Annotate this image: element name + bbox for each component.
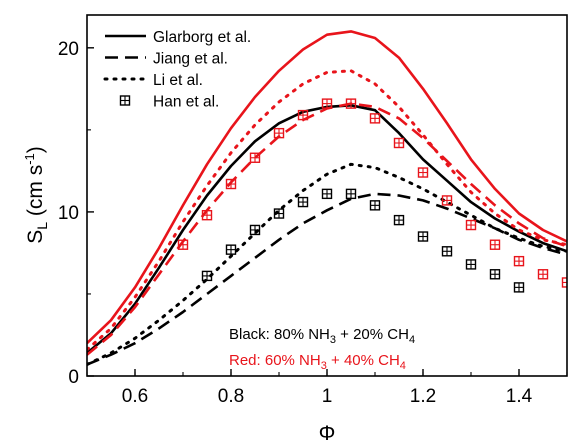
legend-label: Jiang et al. (153, 51, 228, 68)
y-axis-label-unit: (cm s (24, 165, 47, 222)
annotation-black-prefix: Black: 80% NH (229, 326, 330, 343)
han-marker-black-marker-7 (371, 201, 380, 210)
han-marker-black-marker-8 (395, 216, 404, 225)
legend-label: Glarborg et al. (153, 29, 251, 46)
han-marker-red-marker-13 (491, 240, 500, 249)
han-marker-black-marker-3 (275, 209, 284, 218)
y-tick-label: 10 (58, 203, 79, 224)
han-marker-black-marker-11 (467, 260, 476, 269)
y-axis-label-unit-sup: -1 (22, 153, 37, 165)
han-marker-red-marker-4 (275, 129, 284, 138)
han-marker-red-marker-14 (515, 257, 524, 266)
legend: Glarborg et al. Jiang et al. Li et al. Han … (105, 29, 251, 111)
y-axis-label-unit-close: ) (24, 146, 47, 153)
y-axis-label: SL (cm s-1) (22, 146, 50, 244)
han-marker-black-marker-5 (323, 189, 332, 198)
annotation-red-prefix: Red: 60% NH (229, 352, 321, 369)
han-marker-red-marker-15 (539, 270, 548, 279)
annotation-red: Red: 60% NH3 + 40% CH4 (229, 352, 406, 372)
y-tick-label: 0 (68, 367, 79, 388)
han-marker-red-marker-16 (563, 278, 569, 287)
y-axis-label-sub: L (34, 222, 50, 230)
x-tick-label: 0.6 (122, 386, 148, 407)
annotation-red-mid: + 40% CH (327, 352, 400, 369)
han-marker-black-marker-4 (299, 198, 308, 207)
x-axis-label: Φ (319, 422, 336, 444)
han-marker-black-marker-2 (251, 225, 260, 234)
han-marker-black-marker-13 (515, 283, 524, 292)
han-marker-black-marker-6 (347, 189, 356, 198)
y-tick-label: 20 (58, 39, 79, 60)
x-tick-label: 1.2 (410, 386, 436, 407)
legend-entry-3: Han et al. (121, 94, 220, 111)
han-marker-black-marker-9 (419, 232, 428, 241)
han-marker-black-marker-12 (491, 270, 500, 279)
han-marker-black-marker-10 (443, 247, 452, 256)
legend-entry-0: Glarborg et al. (105, 29, 251, 46)
han-marker-red-marker-9 (395, 138, 404, 147)
annotation-black-sub2: 4 (409, 334, 415, 346)
han-marker-red-marker-10 (419, 168, 428, 177)
y-axis-label-main: S (24, 230, 47, 244)
annotation-black: Black: 80% NH3 + 20% CH4 (229, 326, 415, 346)
legend-label: Han et al. (153, 94, 219, 111)
legend-label: Li et al. (153, 72, 203, 89)
legend-entry-1: Jiang et al. (105, 51, 228, 68)
x-tick-label: 1.4 (506, 386, 533, 407)
han-marker-red-marker-1 (203, 211, 212, 220)
han-marker-red-marker-12 (467, 221, 476, 230)
x-tick-label: 1 (322, 386, 333, 407)
x-tick-label: 0.8 (218, 386, 244, 407)
annotation-red-sub2: 4 (400, 360, 406, 372)
han-marker-black-marker-1 (227, 245, 236, 254)
annotation-black-mid: + 20% CH (336, 326, 409, 343)
han-marker-red-marker-8 (371, 114, 380, 123)
legend-entry-2: Li et al. (105, 72, 203, 89)
han-marker-black-marker-0 (203, 271, 212, 280)
